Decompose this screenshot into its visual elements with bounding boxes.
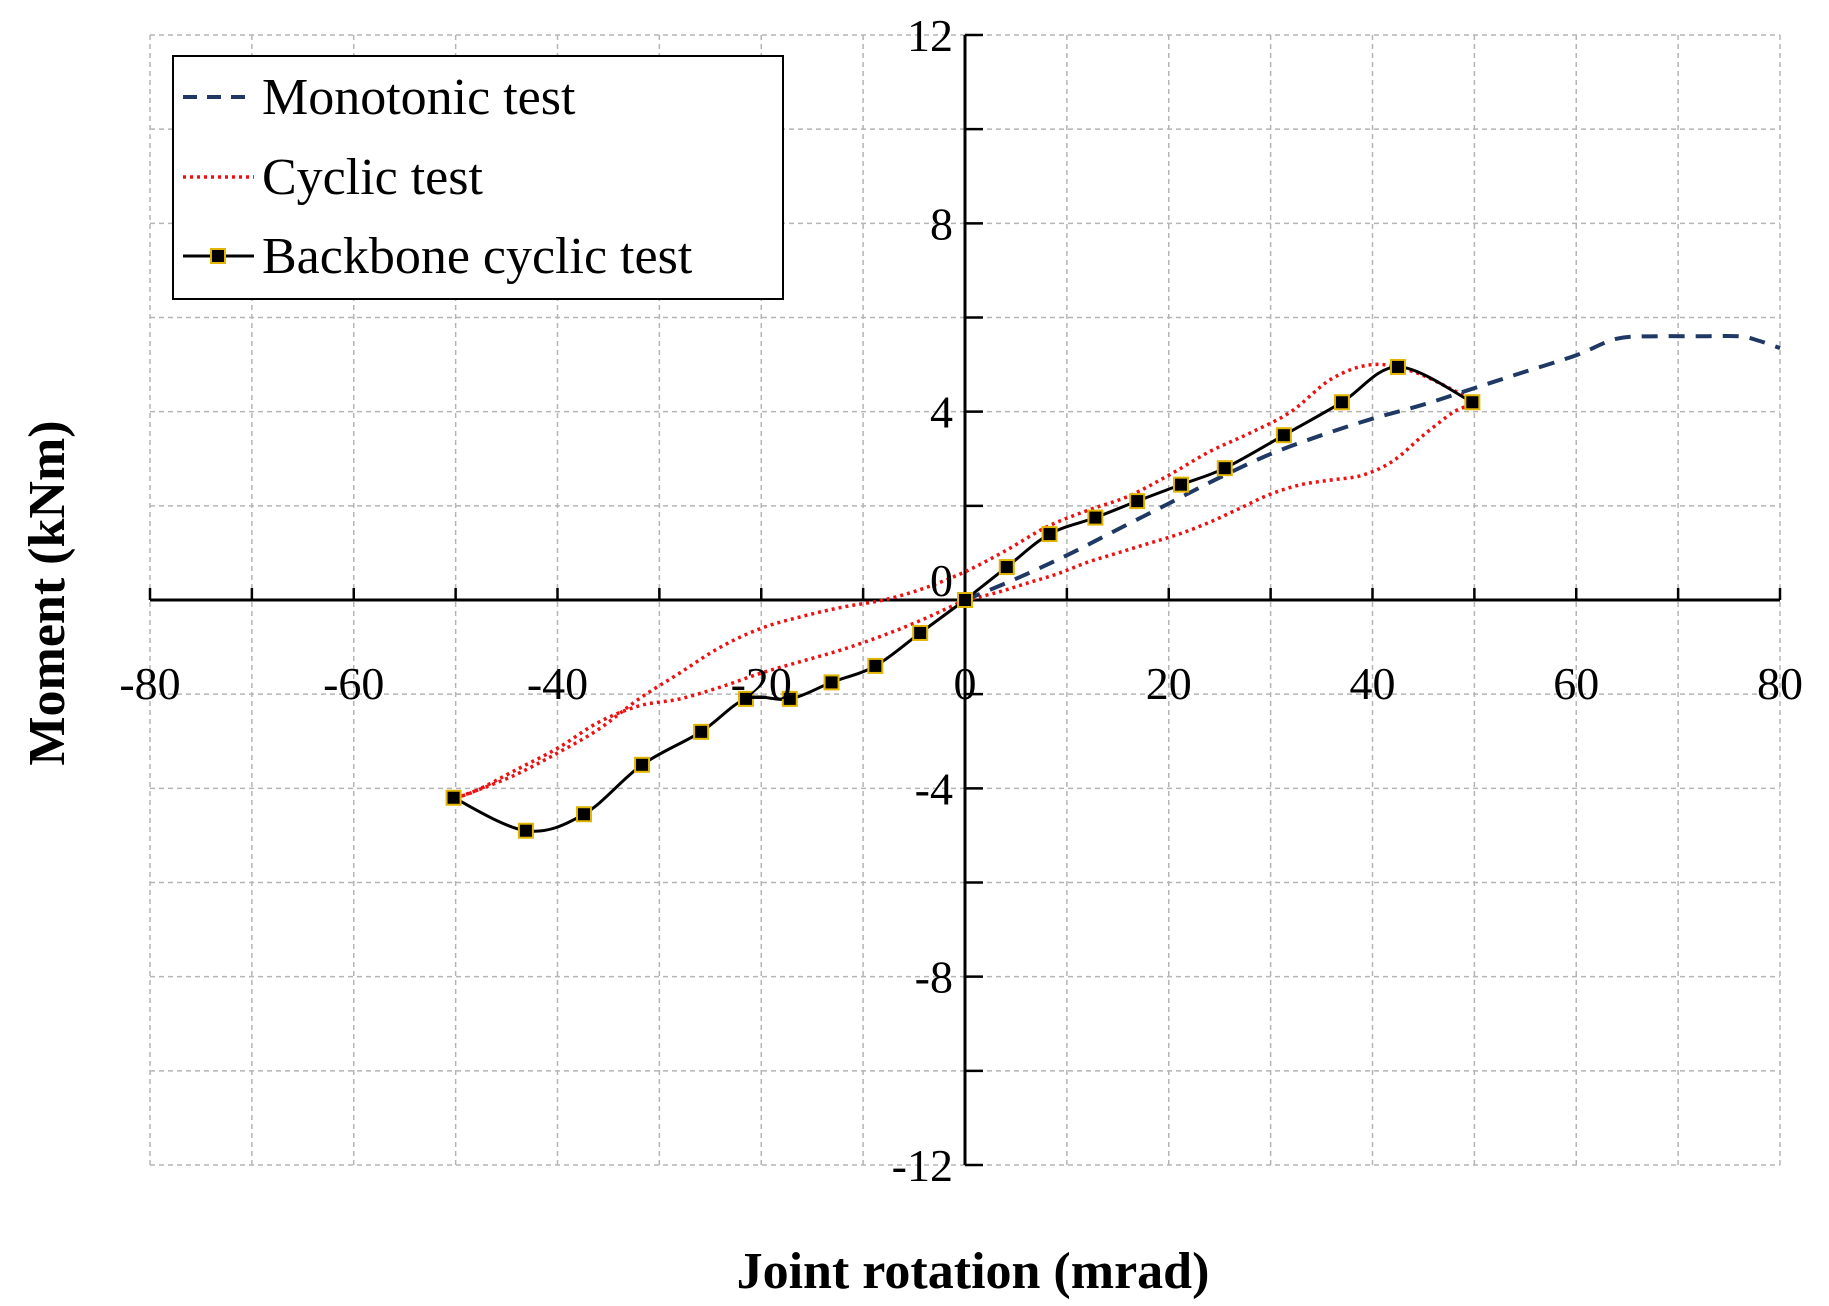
- y-tick-label: 0: [930, 555, 953, 606]
- backbone-marker: [1216, 460, 1233, 477]
- legend: Monotonic test Cyclic test Backbone cycl…: [172, 55, 784, 300]
- x-tick-label: 60: [1553, 658, 1599, 709]
- backbone-marker: [1464, 394, 1481, 411]
- x-tick-label: -20: [731, 658, 792, 709]
- backbone-marker: [634, 756, 651, 773]
- x-tick-label: -80: [119, 658, 180, 709]
- legend-box: [172, 55, 784, 300]
- backbone-marker: [998, 559, 1015, 576]
- backbone-marker: [445, 789, 462, 806]
- backbone-marker: [1087, 509, 1104, 526]
- backbone-marker: [823, 674, 840, 691]
- y-tick-label: -8: [915, 952, 953, 1003]
- backbone-marker: [1275, 427, 1292, 444]
- backbone-marker: [1389, 358, 1406, 375]
- backbone-marker: [693, 723, 710, 740]
- legend-label-backbone: Backbone cyclic test: [262, 228, 693, 285]
- x-tick-label: 40: [1350, 658, 1396, 709]
- backbone-marker: [1172, 476, 1189, 493]
- series-backbone-negative: [452, 598, 966, 833]
- backbone-marker: [517, 822, 534, 839]
- x-tick-label: -60: [323, 658, 384, 709]
- legend-label-monotonic: Monotonic test: [262, 69, 576, 126]
- y-tick-label: 8: [930, 198, 953, 249]
- x-tick-label: -40: [527, 658, 588, 709]
- y-tick-label: 12: [907, 10, 953, 61]
- backbone-marker: [957, 592, 973, 608]
- x-tick-label: 0: [954, 658, 977, 709]
- legend-swatch-backbone-marker: [210, 248, 226, 264]
- backbone-marker: [781, 690, 798, 707]
- x-tick-label: 80: [1757, 658, 1803, 709]
- backbone-marker: [867, 657, 884, 674]
- series-monotonic-test: [964, 333, 1781, 602]
- backbone-marker: [1041, 526, 1058, 543]
- y-axis-title: Moment (kNm): [19, 420, 76, 765]
- backbone-marker: [912, 624, 929, 641]
- x-tick-label: 20: [1146, 658, 1192, 709]
- y-tick-label: 4: [930, 387, 953, 438]
- backbone-marker: [575, 806, 592, 823]
- series-layer: [445, 333, 1781, 839]
- x-axis-title: Joint rotation (mrad): [737, 1243, 1210, 1300]
- backbone-marker: [737, 690, 754, 707]
- y-tick-label: -4: [915, 763, 953, 814]
- backbone-marker: [1129, 493, 1146, 510]
- y-tick-label: -12: [892, 1140, 953, 1191]
- legend-label-cyclic: Cyclic test: [262, 149, 484, 206]
- backbone-marker: [1333, 394, 1350, 411]
- series-backbone-positive: [964, 365, 1473, 602]
